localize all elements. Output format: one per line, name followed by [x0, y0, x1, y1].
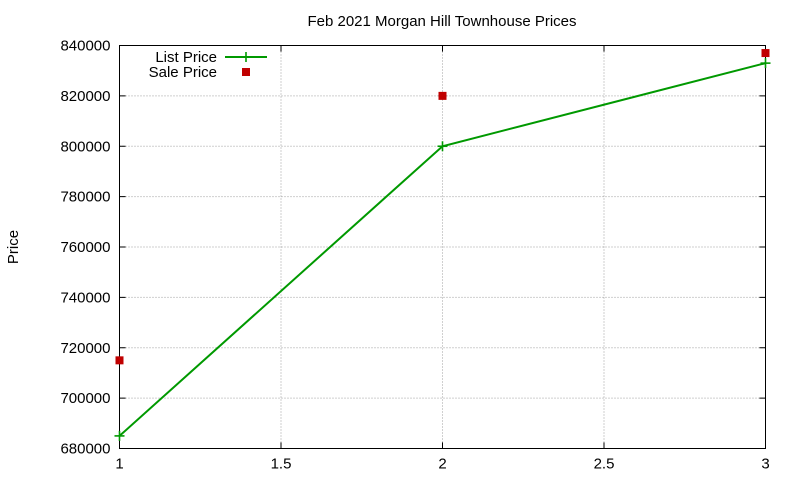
chart-title: Feb 2021 Morgan Hill Townhouse Prices: [307, 13, 576, 30]
y-tick-label: 760000: [60, 239, 110, 256]
y-tick-label: 740000: [60, 289, 110, 306]
legend-marker: [242, 68, 250, 76]
y-tick-label: 720000: [60, 340, 110, 357]
list-price-point: [114, 430, 125, 441]
sale-price-point: [115, 356, 124, 365]
legend-label: List Price: [155, 49, 217, 66]
list-price-point: [437, 141, 448, 152]
y-tick-label: 700000: [60, 390, 110, 407]
x-tick-label: 2.5: [594, 456, 615, 473]
x-tick-label: 2: [438, 456, 446, 473]
x-tick-label: 3: [761, 456, 769, 473]
y-tick-label: 780000: [60, 189, 110, 206]
y-tick-label: 800000: [60, 138, 110, 155]
list-price-point: [760, 58, 771, 69]
y-tick-label: 820000: [60, 88, 110, 105]
y-tick-label: 680000: [60, 441, 110, 458]
x-tick-label: 1: [115, 456, 123, 473]
series-0: [114, 58, 771, 441]
x-tick-label: 1.5: [271, 456, 292, 473]
grid: [119, 45, 766, 449]
y-axis-label: Price: [5, 230, 22, 264]
y-tick-label: 840000: [60, 38, 110, 55]
series-1: [115, 49, 770, 365]
sale-price-point: [438, 91, 447, 100]
axis-ticks: 680000 700000 720000 740000 760000 780000 8000…: [60, 38, 769, 473]
legend-marker: [241, 52, 251, 62]
series-layer: [114, 49, 771, 441]
sale-price-point: [761, 49, 770, 58]
legend-label: Sale Price: [149, 64, 217, 81]
